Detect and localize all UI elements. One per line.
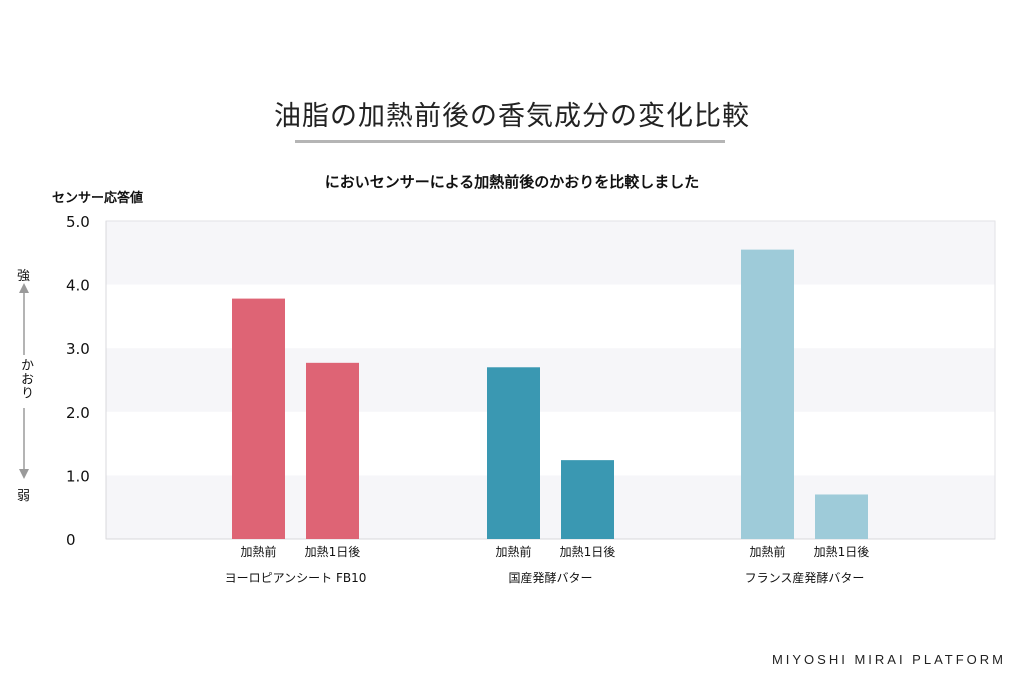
bar [232,298,285,539]
bar-x-label: 加熱前 [240,544,276,559]
group-label: 国産発酵バター [508,570,592,585]
scale-arrow-up-head [19,283,29,293]
y-tick-label: 4.0 [66,277,90,295]
bar [815,494,868,539]
y-tick-label: 2.0 [66,404,90,422]
scale-weak-label: 弱 [17,489,31,504]
bar [306,362,359,539]
y-tick-label: 0 [66,531,76,549]
bar-x-label: 加熱前 [749,544,785,559]
bar [741,249,794,539]
bar-x-label: 加熱前 [495,544,531,559]
bar [487,367,540,539]
brand-logo-text: MIYOSHI MIRAI PLATFORM [771,652,1006,667]
y-tick-label: 5.0 [66,213,90,231]
chart-title: 油脂の加熱前後の香気成分の変化比較 [274,101,750,132]
bar-x-label: 加熱1日後 [305,545,361,559]
group-label: フランス産発酵バター [745,570,865,585]
y-tick-label: 1.0 [66,467,90,485]
bar [561,460,614,539]
y-axis-label: センサー応答値 [52,191,144,206]
group-label: ヨーロピアンシート FB10 [225,571,367,585]
chart-subtitle: においセンサーによる加熱前後のかおりを比較しました [324,173,700,191]
bar-x-label: 加熱1日後 [814,545,870,559]
y-tick-label: 3.0 [66,340,90,358]
scale-arrow-down-head [19,469,29,479]
scale-mid-label: かおり [18,358,33,400]
bar-x-label: 加熱1日後 [560,545,616,559]
title-underline [295,140,725,143]
grid-band [106,221,995,285]
scale-strong-label: 強 [17,269,31,284]
